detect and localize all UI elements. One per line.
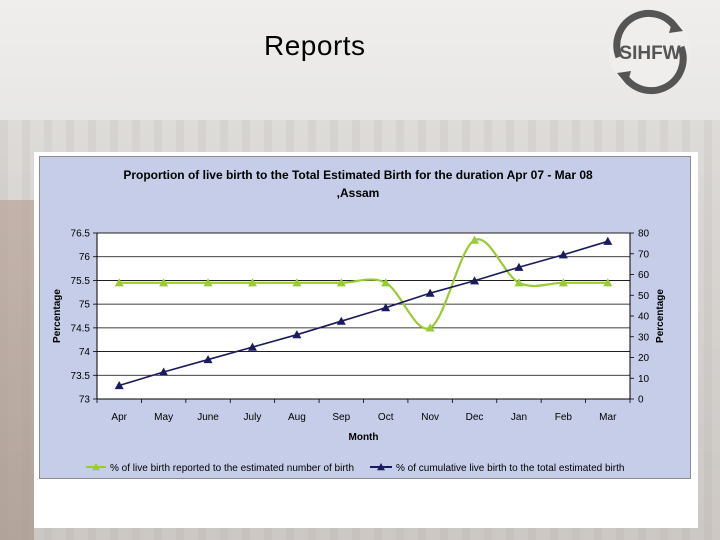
x-tick-label: July (244, 412, 262, 423)
series-1-point (470, 235, 480, 244)
series-1-point (558, 278, 568, 287)
x-tick-label: Sep (332, 412, 350, 423)
x-tick-label: Jan (511, 412, 527, 423)
slide-title: Reports (264, 30, 366, 61)
y-left-tick-label: 75.5 (71, 276, 91, 287)
y-right-axis-title: Percentage (655, 289, 666, 343)
chart-title-line-2: ,Assam (336, 186, 380, 200)
series-1-point (159, 278, 169, 287)
y-left-tick-label: 76.5 (71, 229, 91, 240)
series-2-point (203, 355, 213, 364)
series-1-point (203, 278, 213, 287)
x-tick-label: Feb (555, 412, 573, 423)
legend-label-1: % of live birth reported to the estimate… (110, 463, 354, 474)
series-2-point (381, 303, 391, 312)
y-right-tick-label: 40 (638, 312, 650, 323)
series-line-2 (118, 240, 609, 387)
series-2-point (336, 316, 346, 325)
x-axis-title: Month (349, 432, 379, 443)
x-tick-label: Nov (421, 412, 439, 423)
x-tick-label: June (197, 412, 219, 423)
series-2-point (247, 342, 257, 351)
series-1-point (114, 278, 124, 287)
x-tick-label: Dec (466, 412, 484, 423)
series-2-point (159, 367, 169, 376)
series-2-point (558, 250, 568, 259)
series-2-point (292, 330, 302, 339)
legend-marker-2 (377, 463, 385, 471)
x-tick-label: May (154, 412, 173, 423)
y-right-tick-label: 70 (638, 249, 650, 260)
x-tick-label: Mar (599, 412, 617, 423)
series-1-point (514, 278, 524, 287)
x-tick-label: Oct (378, 412, 394, 423)
series-1-point (425, 323, 435, 332)
chart-title: Proportion of live birth to the Total Es… (98, 166, 618, 202)
background-wall (0, 200, 34, 540)
y-right-tick-label: 50 (638, 291, 650, 302)
y-right-tick-label: 30 (638, 332, 650, 343)
series-1-point (381, 278, 391, 287)
series-1-point (603, 278, 613, 287)
x-tick-label: Aug (288, 412, 306, 423)
legend-marker-1 (92, 463, 100, 471)
series-2-point (514, 262, 524, 271)
y-right-tick-label: 20 (638, 353, 650, 364)
y-left-tick-label: 73 (79, 395, 91, 406)
y-left-tick-label: 73.5 (71, 371, 91, 382)
y-left-tick-label: 76 (79, 252, 91, 263)
series-2-point (425, 288, 435, 297)
y-left-tick-label: 74 (79, 347, 91, 358)
y-right-tick-label: 60 (638, 270, 650, 281)
series-2-point (603, 236, 613, 245)
y-left-tick-label: 74.5 (71, 323, 91, 334)
series-1-point (247, 278, 257, 287)
y-right-tick-label: 80 (638, 229, 650, 240)
legend-label-2: % of cumulative live birth to the total … (396, 463, 624, 474)
y-left-axis-title: Percentage (52, 289, 63, 343)
series-2-point (114, 381, 124, 390)
series-1-point (336, 278, 346, 287)
sihfw-logo: SIHFW (607, 9, 693, 95)
series-2-point (470, 276, 480, 285)
svg-text:SIHFW: SIHFW (619, 43, 680, 64)
y-left-tick-label: 75 (79, 300, 91, 311)
y-right-tick-label: 0 (638, 395, 644, 406)
x-tick-label: Apr (111, 412, 127, 423)
y-right-tick-label: 10 (638, 374, 650, 385)
series-1-point (292, 278, 302, 287)
chart-title-line-1: Proportion of live birth to the Total Es… (123, 168, 593, 182)
